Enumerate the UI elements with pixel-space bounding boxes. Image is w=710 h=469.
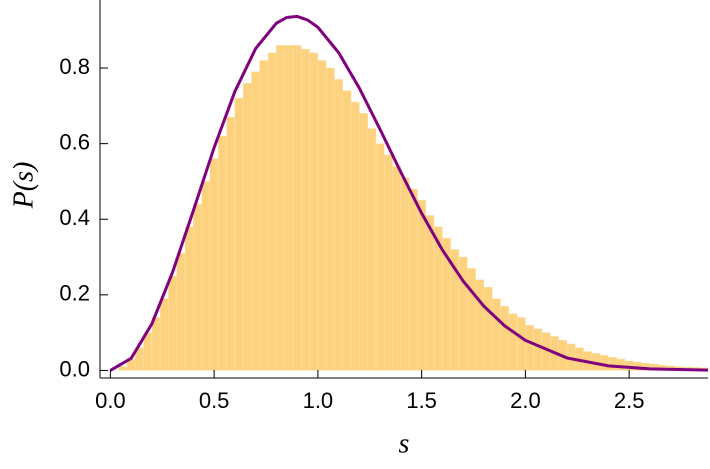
bar — [184, 226, 194, 371]
bar — [508, 313, 518, 371]
bar — [284, 45, 294, 371]
y-axis-label: P(s) — [8, 162, 39, 210]
bar — [533, 328, 543, 371]
bar — [375, 143, 385, 371]
bar — [384, 154, 393, 371]
x-tick-label: 2.5 — [614, 388, 645, 413]
bar — [599, 355, 609, 371]
y-tick-label: 0.0 — [59, 356, 90, 381]
bar — [267, 52, 277, 371]
bar — [417, 200, 427, 371]
y-tick-label: 0.2 — [59, 281, 90, 306]
bar — [425, 215, 435, 371]
bar — [242, 82, 252, 371]
bar — [334, 79, 344, 371]
bar — [608, 356, 617, 371]
bar — [616, 358, 626, 371]
bar — [342, 90, 352, 371]
bar — [218, 135, 227, 371]
y-tick-label: 0.4 — [59, 205, 90, 230]
bar — [400, 177, 410, 371]
x-tick-label: 2.0 — [510, 388, 541, 413]
bar — [193, 203, 202, 371]
bar — [168, 275, 178, 371]
bar — [259, 60, 269, 371]
x-tick-label: 1.0 — [303, 388, 334, 413]
bar — [408, 188, 418, 371]
bar — [309, 52, 319, 371]
bar — [467, 268, 476, 371]
bar — [491, 298, 501, 371]
bar — [350, 101, 360, 371]
bar — [118, 366, 128, 371]
y-tick-label: 0.8 — [59, 54, 90, 79]
bar — [500, 305, 510, 371]
bar — [301, 48, 310, 371]
bar — [159, 298, 169, 371]
bar — [226, 116, 236, 371]
bar — [392, 166, 402, 371]
bar — [151, 317, 161, 371]
bar — [525, 324, 534, 371]
bar — [516, 317, 526, 371]
bar — [251, 71, 261, 371]
bar — [209, 158, 219, 371]
x-axis-label: s — [399, 428, 410, 459]
bar — [234, 98, 244, 371]
x-tick-label: 1.5 — [406, 388, 437, 413]
bar — [325, 67, 335, 371]
bar — [276, 45, 285, 371]
x-tick-label: 0.0 — [95, 388, 126, 413]
x-tick-label: 0.5 — [199, 388, 230, 413]
y-tick-label: 0.6 — [59, 129, 90, 154]
bar — [483, 287, 493, 371]
bar — [317, 60, 327, 371]
bar — [475, 279, 485, 371]
curve — [109, 14, 709, 372]
bar — [367, 128, 377, 371]
bar — [359, 113, 368, 371]
bar — [201, 181, 211, 371]
bar — [292, 45, 302, 371]
bar — [176, 253, 186, 371]
